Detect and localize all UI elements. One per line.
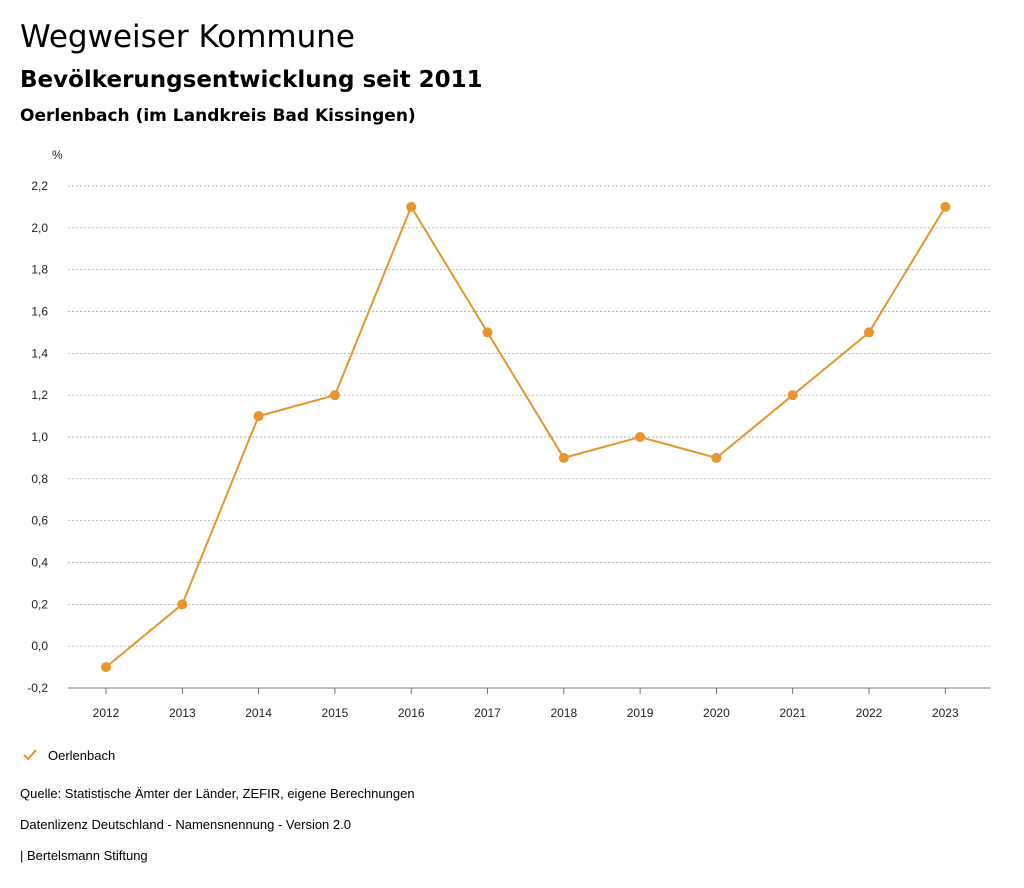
data-point-2019[interactable] [635, 432, 646, 442]
data-point-2022[interactable] [864, 327, 874, 338]
legend-label: Oerlenbach [48, 747, 116, 763]
x-tick-label: 2014 [245, 706, 272, 720]
y-axis-label: % [52, 148, 63, 162]
y-tick-label: 2,2 [31, 179, 48, 193]
y-tick-label: 0,4 [31, 556, 48, 570]
line-chart: % -0,2 0,0 0,2 0,4 0,6 0,8 1,0 1,2 1,4 1,6 1,8 2,0 2,… [27, 148, 990, 720]
y-tick-label: -0,2 [27, 681, 48, 695]
data-point-2012[interactable] [101, 662, 111, 673]
x-tick-label: 2021 [779, 706, 806, 720]
x-tick-label: 2019 [627, 706, 654, 720]
y-tick-label: 1,6 [31, 305, 48, 319]
x-tick-label: 2020 [703, 706, 730, 720]
y-tick-label: 1,2 [31, 388, 48, 402]
publisher-note: | Bertelsmann Stiftung [20, 848, 148, 863]
x-tick-label: 2012 [93, 706, 120, 720]
chart-subtitle: Bevölkerungsentwicklung seit 2011 [20, 67, 483, 93]
x-tick-label: 2023 [932, 706, 959, 720]
y-tick-label: 0,2 [31, 597, 48, 611]
data-point-2018[interactable] [558, 452, 569, 463]
check-icon [23, 749, 37, 761]
data-point-2023[interactable] [940, 201, 951, 212]
data-point-2015[interactable] [329, 390, 340, 401]
x-tick-label: 2022 [856, 706, 883, 720]
data-point-2013[interactable] [177, 599, 188, 610]
data-point-2021[interactable] [787, 390, 798, 401]
y-tick-label: 2,0 [31, 221, 48, 235]
y-tick-label: 0,6 [31, 514, 48, 528]
y-tick-label: 1,0 [31, 430, 48, 444]
x-tick-label: 2013 [169, 706, 196, 720]
y-tick-label: 1,8 [31, 263, 48, 277]
y-tick-label: 1,4 [31, 346, 48, 360]
x-tick-label: 2016 [398, 706, 425, 720]
data-point-2017[interactable] [482, 327, 493, 338]
x-tick-label: 2017 [474, 706, 501, 720]
license-note: Datenlizenz Deutschland - Namensnennung … [20, 817, 351, 832]
data-point-2014[interactable] [253, 411, 264, 422]
y-tick-label: 0,8 [31, 472, 48, 486]
chart-legend[interactable]: Oerlenbach [22, 745, 115, 765]
data-point-2016[interactable] [406, 201, 417, 212]
source-note: Quelle: Statistische Ämter der Länder, Z… [20, 786, 415, 801]
series-line-oerlenbach [105, 204, 947, 668]
data-point-2020[interactable] [711, 452, 722, 463]
x-tick-label: 2015 [322, 706, 349, 720]
y-tick-label: 0,0 [31, 639, 48, 653]
x-tick-label: 2018 [550, 706, 577, 720]
region-label: Oerlenbach (im Landkreis Bad Kissingen) [20, 106, 416, 126]
page-title: Wegweiser Kommune [20, 19, 355, 55]
